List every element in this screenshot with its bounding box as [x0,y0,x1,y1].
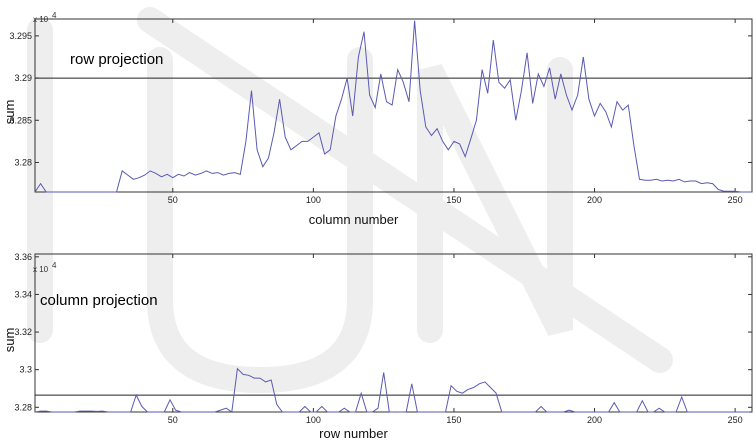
plot-frame [34,18,753,193]
watermark-stroke-4 [137,7,673,373]
projection-series-line [34,20,752,193]
x-tick-label: 150 [446,415,461,425]
y-axis-label: sum [2,100,17,125]
x-tick-label: 250 [728,195,743,205]
x-tick-label: 200 [587,415,602,425]
y-tick-label: 3.28 [14,402,32,412]
y-multiplier-exponent: 4 [52,261,57,270]
y-tick-label: 3.28 [14,157,32,167]
y-tick-label: 3.32 [14,327,32,337]
panel-title: column projection [40,292,158,309]
x-tick-label: 200 [587,195,602,205]
y-axis-label: sum [2,328,17,353]
x-tick-label: 150 [446,195,461,205]
x-tick-label: 50 [168,195,178,205]
x-tick-label: 50 [168,415,178,425]
y-tick-label: 3.36 [14,252,32,262]
y-tick-label: 3.285 [9,115,32,125]
y-tick-label: 3.29 [14,73,32,83]
y-tick-label: 3.295 [9,31,32,41]
x-tick-label: 100 [306,195,321,205]
x-axis-label: row number [319,426,388,441]
chart-panel-2: 50 100 150 200 250 3.28 3.3 3.32 3.34 3.36x 10 4 co… [2,252,753,441]
x-tick-label: 250 [728,415,743,425]
y-tick-label: 3.3 [19,365,32,375]
x-axis-label: column number [309,212,399,227]
y-tick-label: 3.34 [14,289,32,299]
x-tick-label: 100 [306,415,321,425]
y-multiplier-label: x 10 [33,15,49,24]
watermark-stroke-2 [147,47,373,394]
projection-series-line [34,367,750,413]
plot-frame [34,253,753,413]
y-multiplier-label: x 10 [33,265,49,274]
y-multiplier-exponent: 4 [52,11,57,20]
panel-title: row projection [70,51,163,68]
